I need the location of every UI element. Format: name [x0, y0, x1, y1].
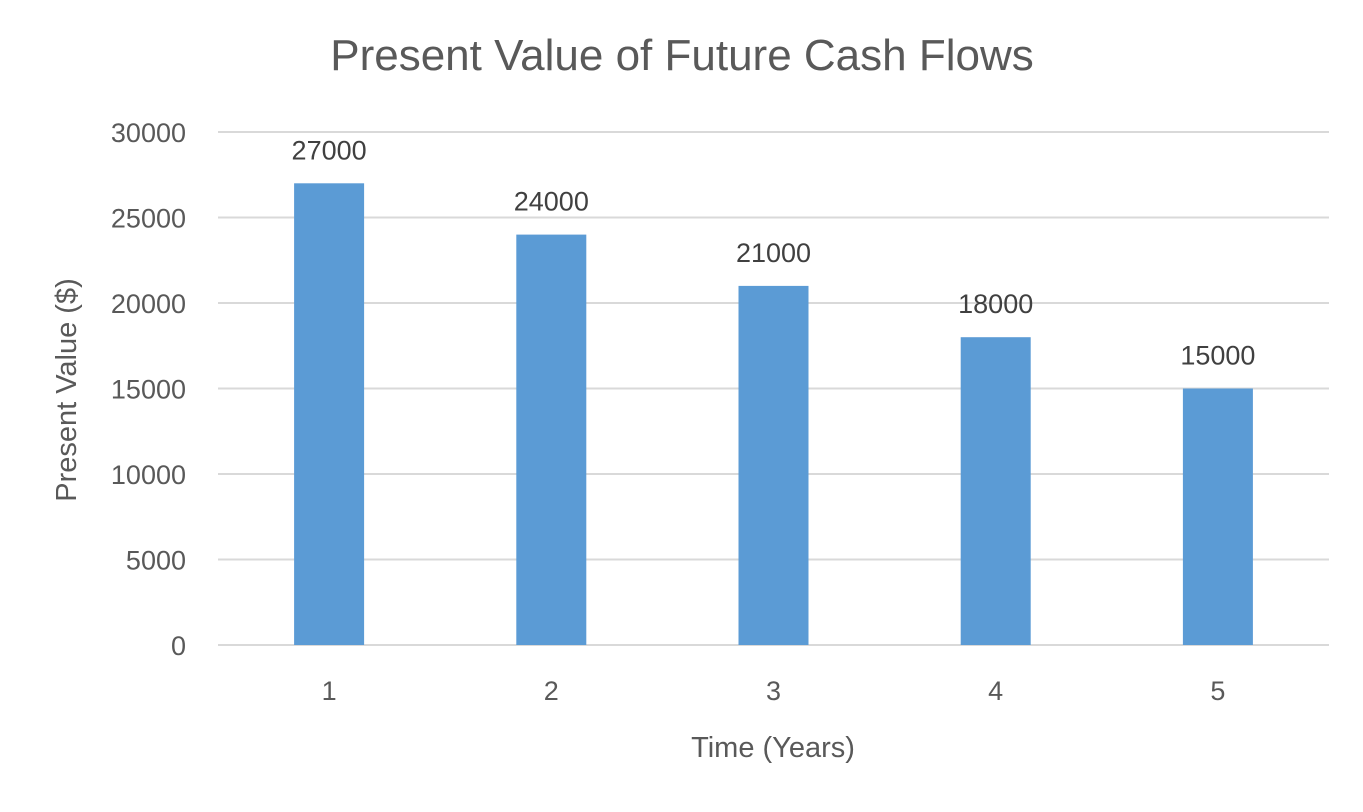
- x-tick-label: 5: [1210, 676, 1225, 706]
- x-axis-ticks: 1 2 3 4 5: [322, 676, 1226, 706]
- data-label: 15000: [1180, 341, 1255, 371]
- data-label: 27000: [292, 135, 367, 165]
- x-axis-title: Time (Years): [691, 732, 855, 764]
- y-axis-ticks: 0 5000 10000 15000 20000 25000 30000: [111, 118, 186, 661]
- x-tick-label: 3: [766, 676, 781, 706]
- y-tick-label: 0: [171, 631, 186, 661]
- bar: [1182, 388, 1253, 645]
- y-axis-title: Present Value ($): [51, 278, 83, 502]
- bar: [516, 234, 587, 645]
- y-tick-label: 20000: [111, 289, 186, 319]
- bar: [738, 285, 809, 645]
- y-tick-label: 5000: [126, 546, 186, 576]
- bar: [294, 183, 365, 646]
- x-tick-label: 4: [988, 676, 1003, 706]
- x-tick-label: 2: [544, 676, 559, 706]
- y-tick-label: 25000: [111, 204, 186, 234]
- y-tick-label: 30000: [111, 118, 186, 148]
- data-labels: 27000 24000 21000 18000 15000: [292, 135, 1256, 370]
- chart-title: Present Value of Future Cash Flows: [330, 31, 1034, 80]
- y-tick-label: 10000: [111, 460, 186, 490]
- data-label: 24000: [514, 187, 589, 217]
- bars: [294, 183, 1253, 646]
- y-tick-label: 15000: [111, 375, 186, 405]
- data-label: 21000: [736, 238, 811, 268]
- bar: [960, 337, 1031, 645]
- data-label: 18000: [958, 289, 1033, 319]
- x-tick-label: 1: [322, 676, 337, 706]
